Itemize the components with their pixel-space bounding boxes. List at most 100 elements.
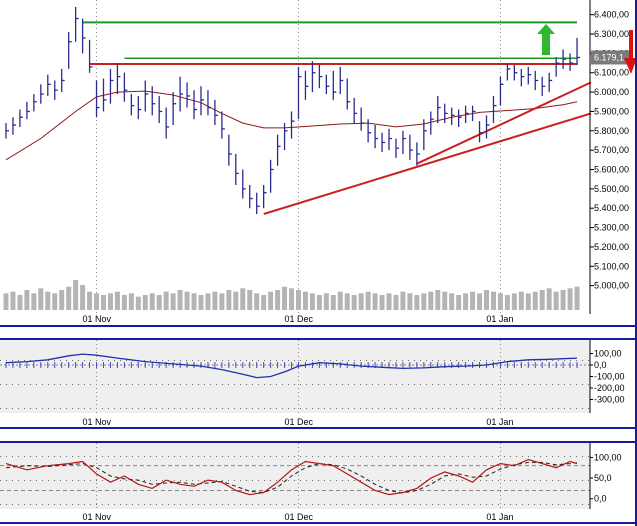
price-bar (68, 32, 72, 69)
volume-bar (442, 291, 448, 310)
price-tick-label: 5.000,00 (594, 281, 629, 291)
price-bar (520, 68, 525, 87)
stochastic-panel: 100,00 50,0 0,0 01 Nov 01 Dec 01 Jan (0, 443, 622, 522)
volume-bar (511, 293, 517, 310)
price-bar (339, 66, 344, 95)
volume-bar (470, 291, 476, 310)
volume-bar (282, 286, 288, 310)
volume-bar (240, 288, 246, 310)
price-bar (269, 159, 274, 193)
cci-series-line (5, 353, 578, 379)
price-bar (541, 76, 546, 96)
volume-bar (539, 290, 545, 310)
volume-bar (135, 296, 141, 310)
price-bar (471, 105, 476, 122)
volume-bar (94, 293, 100, 310)
price-tick-label: 5.500,00 (594, 184, 629, 194)
price-tick-label: 6.300,00 (594, 29, 629, 39)
price-bar (116, 63, 121, 95)
volume-bar (128, 293, 134, 310)
price-tick-label: 5.300,00 (594, 223, 629, 233)
volume-bar (87, 291, 93, 310)
stoch-x-axis: 01 Nov 01 Dec 01 Jan (83, 512, 514, 522)
price-bar (81, 18, 86, 54)
price-bar (318, 65, 323, 89)
down-arrow-icon (624, 30, 637, 74)
volume-bar (504, 295, 510, 310)
volume-bar (428, 291, 434, 310)
stoch-dotted-grid (0, 443, 590, 509)
volume-bar (393, 295, 399, 310)
volume-bar (421, 293, 427, 310)
volume-bar (546, 288, 552, 310)
price-bar (5, 123, 9, 139)
volume-bar (295, 290, 301, 310)
volume-bar (38, 288, 44, 310)
volume-bar (24, 290, 30, 310)
volume-bar (205, 293, 211, 310)
volume-bar (10, 291, 16, 310)
x-tick-label: 01 Dec (284, 314, 313, 324)
price-plot-background (0, 0, 590, 314)
price-bar (367, 119, 372, 143)
price-bar (346, 78, 351, 110)
x-tick-label: 01 Dec (284, 512, 313, 522)
last-price-label: 6.179,1 (594, 52, 624, 62)
price-bar (263, 185, 267, 209)
volume-bar (407, 293, 413, 310)
x-tick-label: 01 Jan (486, 417, 513, 427)
volume-bar (477, 293, 483, 310)
price-tick-label: 5.400,00 (594, 203, 629, 213)
price-bar (534, 70, 539, 91)
price-bar (374, 125, 379, 149)
volume-bar (156, 295, 162, 310)
volume-bar (330, 295, 336, 310)
price-bar (388, 128, 393, 151)
volume-bar (435, 290, 441, 310)
price-bar (61, 68, 65, 93)
volume-bar (456, 295, 462, 310)
cci-panel: 100,000,0-100,00-200,00-300,00 01 Nov 01 … (0, 340, 625, 427)
price-tick-label: 5.100,00 (594, 261, 629, 271)
volume-bar (386, 293, 392, 310)
volume-bar (379, 295, 385, 310)
up-arrow-head (537, 24, 555, 34)
price-bar (207, 90, 211, 116)
price-bar (548, 72, 553, 93)
price-bar (444, 103, 448, 124)
volume-bar (490, 291, 496, 310)
cci-line (0, 353, 590, 379)
price-bar (193, 90, 198, 120)
volume-bars (3, 280, 580, 310)
price-bar (47, 74, 51, 96)
volume-bar (309, 293, 315, 310)
cci-tick-label: -300,00 (594, 395, 625, 405)
volume-bar (449, 293, 455, 310)
volume-bar (31, 293, 37, 310)
price-bar (249, 185, 253, 209)
volume-bar (219, 293, 225, 310)
price-bar (109, 68, 114, 104)
price-bar (458, 109, 462, 127)
price-bar (437, 95, 441, 124)
volume-bar (59, 290, 65, 310)
x-tick-label: 01 Nov (83, 417, 112, 427)
price-bar (200, 86, 204, 116)
cci-tick-label: 0,0 (594, 360, 607, 370)
volume-bar (66, 286, 72, 310)
volume-bar (344, 293, 350, 310)
price-bar (102, 78, 107, 112)
volume-bar (191, 293, 197, 310)
volume-bar (226, 290, 232, 310)
volume-bar (337, 291, 343, 310)
volume-bar (351, 295, 357, 310)
volume-bar (289, 288, 295, 310)
volume-bar (525, 293, 531, 310)
price-bar (95, 80, 100, 118)
volume-bar (372, 293, 378, 310)
price-bar (464, 105, 469, 124)
volume-bar (100, 295, 106, 310)
price-bar (409, 134, 413, 160)
